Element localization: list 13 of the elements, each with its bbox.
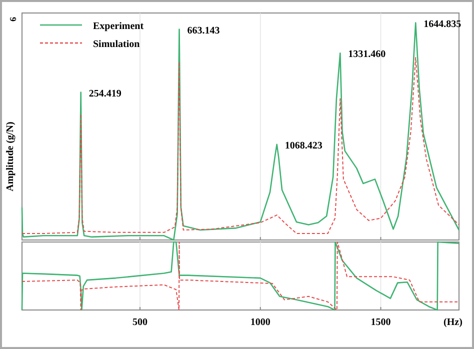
annotation: 1644.835: [424, 18, 462, 30]
y-axis-title: Amplitude (g/N): [5, 122, 16, 192]
x-tick-label: 1500: [370, 317, 391, 328]
annotation: 663.143: [187, 25, 220, 36]
legend-label: Experiment: [93, 21, 144, 32]
x-axis-title: (Hz): [444, 317, 462, 328]
legend-label: Simulation: [93, 39, 140, 50]
annotation: 254.419: [88, 88, 122, 100]
x-tick-label: 1000: [250, 317, 270, 328]
annotation: 1331.460: [348, 49, 386, 60]
annotation: 1068.423: [284, 140, 322, 152]
x-tick-label: 500: [132, 317, 148, 328]
text: 6: [8, 16, 18, 22]
